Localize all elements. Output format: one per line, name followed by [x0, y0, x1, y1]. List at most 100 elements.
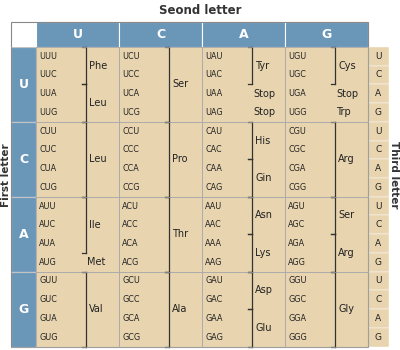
Text: AUC: AUC: [39, 220, 56, 229]
Text: AGA: AGA: [288, 239, 306, 248]
Text: A: A: [375, 164, 382, 173]
Bar: [11, 22, 368, 346]
Text: CAC: CAC: [205, 145, 222, 154]
Text: AUG: AUG: [39, 258, 57, 267]
Text: His: His: [255, 135, 270, 146]
Text: Arg: Arg: [338, 248, 355, 258]
Bar: [119, 22, 202, 47]
Bar: [285, 47, 368, 122]
Text: CGG: CGG: [288, 183, 306, 192]
Text: Ile: Ile: [89, 220, 101, 230]
Bar: [119, 122, 202, 197]
Text: UUG: UUG: [39, 108, 58, 117]
Text: GGU: GGU: [288, 276, 307, 286]
Text: CUC: CUC: [39, 145, 56, 154]
Bar: [368, 309, 389, 328]
Bar: [36, 122, 119, 197]
Text: GUG: GUG: [39, 332, 58, 342]
Text: A: A: [375, 89, 382, 98]
Text: Trp: Trp: [336, 107, 351, 118]
Text: G: G: [321, 28, 332, 41]
Text: AGG: AGG: [288, 258, 306, 267]
Bar: [285, 122, 368, 197]
Text: CGU: CGU: [288, 127, 306, 136]
Bar: [368, 197, 389, 216]
Text: GUA: GUA: [39, 314, 57, 323]
Text: U: U: [375, 52, 382, 61]
Text: Asn: Asn: [255, 210, 273, 220]
Text: AGU: AGU: [288, 202, 306, 211]
Text: GGA: GGA: [288, 314, 306, 323]
Text: CUG: CUG: [39, 183, 57, 192]
Text: UAA: UAA: [205, 89, 222, 98]
Bar: [368, 234, 389, 253]
Bar: [285, 197, 368, 272]
Bar: [119, 272, 202, 346]
Bar: [368, 103, 389, 122]
Text: AUA: AUA: [39, 239, 56, 248]
Bar: [368, 290, 389, 309]
Text: CUA: CUA: [39, 164, 56, 173]
Text: UCU: UCU: [122, 52, 140, 61]
Text: Ser: Ser: [338, 210, 354, 220]
Text: GAC: GAC: [205, 295, 222, 304]
Text: G: G: [375, 332, 382, 342]
Text: GAG: GAG: [205, 332, 223, 342]
Text: CAG: CAG: [205, 183, 222, 192]
Text: Met: Met: [88, 257, 106, 267]
Bar: [368, 272, 389, 290]
Text: CCA: CCA: [122, 164, 139, 173]
Bar: [285, 22, 368, 47]
Text: UCA: UCA: [122, 89, 140, 98]
Text: ACG: ACG: [122, 258, 140, 267]
Bar: [11, 122, 36, 197]
Bar: [368, 47, 389, 66]
Text: AAA: AAA: [205, 239, 222, 248]
Text: GUC: GUC: [39, 295, 57, 304]
Text: CAU: CAU: [205, 127, 222, 136]
Text: UGU: UGU: [288, 52, 306, 61]
Bar: [285, 272, 368, 346]
Text: Thr: Thr: [172, 229, 188, 239]
Text: CUU: CUU: [39, 127, 57, 136]
Text: CAA: CAA: [205, 164, 222, 173]
Text: Gin: Gin: [255, 173, 272, 183]
Text: A: A: [239, 28, 248, 41]
Text: Tyr: Tyr: [255, 61, 269, 71]
Text: UAU: UAU: [205, 52, 223, 61]
Text: CCG: CCG: [122, 183, 140, 192]
Text: G: G: [18, 302, 29, 316]
Text: UAG: UAG: [205, 108, 223, 117]
Text: UAC: UAC: [205, 70, 222, 79]
Text: AGC: AGC: [288, 220, 306, 229]
Text: Seond letter: Seond letter: [159, 4, 241, 18]
Text: Glu: Glu: [255, 323, 272, 333]
Text: Pro: Pro: [172, 154, 188, 164]
Text: GAA: GAA: [205, 314, 223, 323]
Bar: [368, 178, 389, 197]
Text: Arg: Arg: [338, 154, 355, 164]
Text: U: U: [375, 127, 382, 136]
Bar: [119, 47, 202, 122]
Bar: [368, 253, 389, 272]
Text: Third letter: Third letter: [389, 141, 399, 209]
Bar: [368, 328, 389, 346]
Text: Lys: Lys: [255, 248, 271, 258]
Text: CCC: CCC: [122, 145, 139, 154]
Text: Stop: Stop: [254, 107, 276, 118]
Text: C: C: [375, 295, 382, 304]
Bar: [119, 197, 202, 272]
Text: A: A: [375, 239, 382, 248]
Text: AAG: AAG: [205, 258, 223, 267]
Bar: [202, 47, 285, 122]
Text: UUA: UUA: [39, 89, 57, 98]
Bar: [368, 216, 389, 234]
Text: A: A: [19, 228, 28, 241]
Text: UUU: UUU: [39, 52, 57, 61]
Text: G: G: [375, 108, 382, 117]
Bar: [202, 197, 285, 272]
Text: C: C: [375, 145, 382, 154]
Text: GCA: GCA: [122, 314, 140, 323]
Bar: [11, 197, 36, 272]
Text: A: A: [375, 314, 382, 323]
